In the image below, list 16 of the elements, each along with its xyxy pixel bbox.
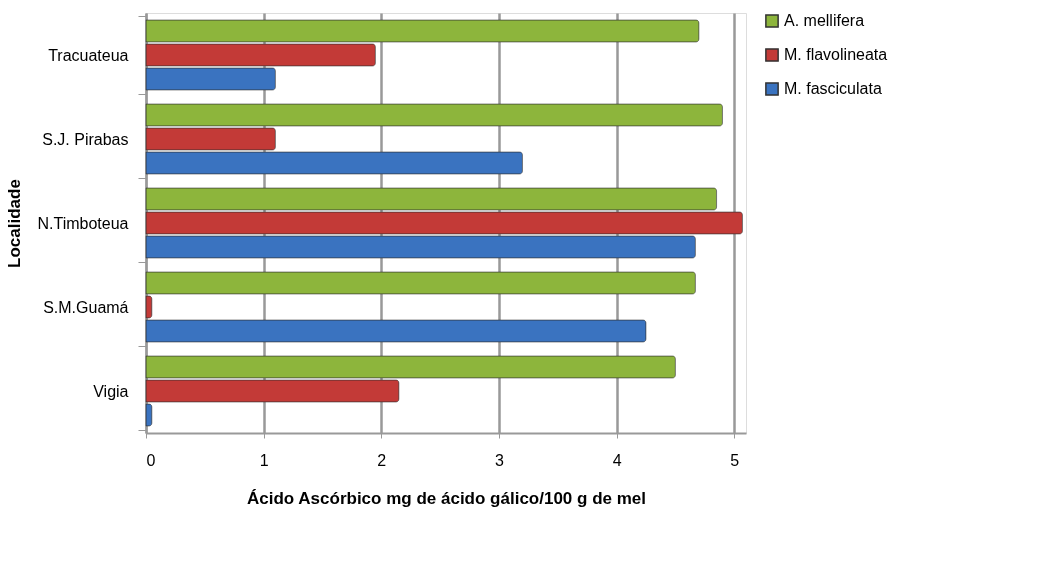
x-tick-label: 3 xyxy=(494,451,504,469)
x-tick-label: 2 xyxy=(377,451,387,469)
y-tick-label: S.J. Pirabas xyxy=(42,130,129,148)
legend-label: M. flavolineata xyxy=(784,46,888,63)
y-tick-label: N.Timboteua xyxy=(37,214,129,232)
y-axis-title: Localidade xyxy=(4,179,24,268)
legend-label: A. mellifera xyxy=(784,12,865,29)
x-tick-label: 5 xyxy=(730,451,740,469)
y-tick-label: Tracuateua xyxy=(48,46,129,64)
y-tick-label: Vigia xyxy=(93,382,129,400)
legend-label: M. fasciculata xyxy=(784,80,882,97)
x-tick-label: 0 xyxy=(146,451,156,469)
y-tick-label: S.M.Guamá xyxy=(43,298,129,316)
x-axis-title: Ácido Ascórbico mg de ácido gálico/100 g de mel xyxy=(247,488,646,508)
x-tick-label: 1 xyxy=(259,451,269,469)
x-tick-label: 4 xyxy=(612,451,622,469)
